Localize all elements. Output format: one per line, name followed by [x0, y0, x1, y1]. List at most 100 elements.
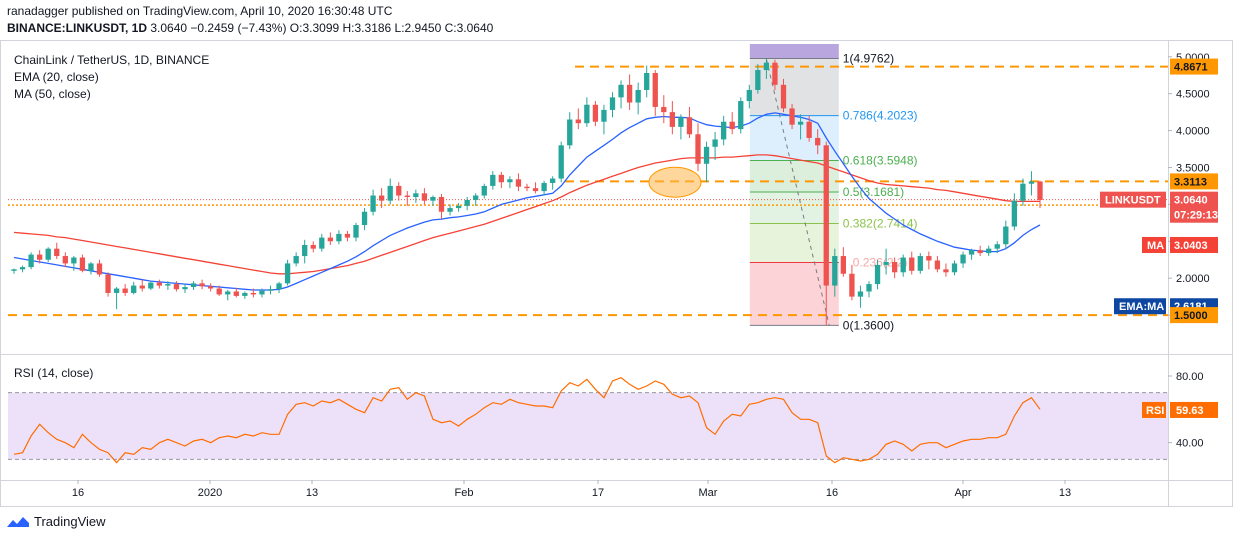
candle-body	[626, 84, 633, 103]
candle-body	[361, 211, 368, 226]
candle	[62, 252, 68, 268]
symbol-ohlc-line: BINANCE:LINKUSDT, 1D 3.0640 −0.2459 (−7.…	[7, 21, 493, 35]
candle	[242, 291, 248, 299]
candle	[849, 264, 855, 301]
candle-body	[891, 261, 898, 273]
candle-body	[19, 267, 26, 270]
candle-body	[28, 254, 34, 268]
candle-body	[720, 121, 727, 140]
candle-body	[712, 139, 718, 147]
candle-body	[199, 283, 205, 287]
candle	[661, 95, 667, 124]
candle	[498, 171, 505, 189]
candle	[71, 256, 77, 271]
candle-body	[738, 101, 744, 130]
candle	[378, 188, 385, 209]
candle	[977, 245, 983, 257]
candle	[430, 195, 436, 206]
candle	[284, 259, 291, 286]
candle-body	[678, 117, 684, 127]
candle-body	[139, 285, 145, 289]
candle-body	[780, 84, 787, 109]
candle-body	[396, 185, 402, 196]
tradingview-logo[interactable]: TradingView	[6, 514, 106, 529]
candle-body	[131, 285, 137, 293]
candle	[866, 281, 872, 298]
candle	[481, 183, 487, 199]
candle	[113, 287, 120, 310]
candle	[28, 252, 34, 270]
candle	[156, 279, 163, 289]
ma-legend: MA (50, close)	[14, 87, 91, 101]
candle-body	[584, 104, 590, 124]
publisher-line: ranadagger published on TradingView.com,…	[7, 4, 393, 18]
candle-body	[36, 254, 43, 260]
price-axis-label-bg	[1170, 307, 1218, 324]
candle-body	[310, 244, 316, 249]
candle	[455, 202, 462, 212]
rsi-band	[8, 392, 1168, 460]
candle-body	[216, 288, 222, 295]
candle-body	[1011, 200, 1018, 227]
candle-body	[592, 104, 599, 122]
candle-body	[772, 62, 778, 85]
candle-body	[302, 244, 308, 257]
price-axis-tag-bg	[1114, 298, 1166, 315]
candle-body	[250, 292, 257, 295]
candle	[626, 74, 633, 110]
candle	[1028, 171, 1035, 196]
candle-body	[909, 257, 915, 271]
chart-frame	[0, 40, 1233, 507]
candle-body	[336, 233, 342, 242]
candle	[207, 283, 214, 292]
candle	[96, 259, 103, 277]
candle	[909, 251, 915, 275]
price-axis-label-bg	[1170, 191, 1218, 208]
candle-body	[840, 256, 847, 274]
candle	[182, 284, 188, 293]
candle	[216, 285, 222, 296]
candle	[1020, 178, 1026, 206]
price-axis-tag: LINKUSDT	[1105, 195, 1161, 207]
candle-body	[917, 256, 923, 271]
candle	[361, 208, 368, 231]
price-axis-tag: EMA:MA	[1119, 301, 1164, 313]
candle	[755, 64, 761, 94]
candle-body	[464, 199, 470, 206]
price-axis-label-bg	[1170, 58, 1218, 75]
candle	[105, 272, 111, 297]
candle	[387, 178, 393, 205]
price-tick-label: 3.5000	[1176, 162, 1210, 174]
candle-body	[968, 250, 975, 255]
candle	[327, 232, 334, 245]
candle	[532, 182, 539, 194]
price-axis-label: 3.0403	[1174, 240, 1208, 252]
candle	[45, 247, 51, 262]
candle	[772, 59, 778, 90]
candle	[874, 259, 881, 290]
candle-body	[618, 84, 624, 98]
price-axis-tag-bg	[1142, 236, 1166, 253]
price-axis-tag: MA	[1147, 240, 1164, 252]
rsi-value-bg	[1170, 401, 1218, 418]
candle	[344, 230, 351, 242]
candle-body	[686, 117, 693, 135]
candle	[88, 261, 94, 275]
price-axis-label: 3.0640	[1174, 195, 1208, 207]
candle	[695, 123, 701, 172]
candle-body	[849, 273, 855, 297]
candle-body	[746, 89, 752, 102]
candle-body	[695, 134, 701, 164]
candle	[720, 115, 727, 146]
candle	[951, 260, 958, 276]
candle	[738, 97, 744, 134]
candle	[780, 78, 787, 113]
candle	[36, 250, 43, 264]
candle-body	[815, 137, 821, 146]
candle	[592, 101, 599, 127]
candle-body	[1028, 181, 1035, 184]
candle-body	[96, 263, 103, 275]
candle	[165, 281, 171, 290]
candle-body	[88, 263, 94, 271]
